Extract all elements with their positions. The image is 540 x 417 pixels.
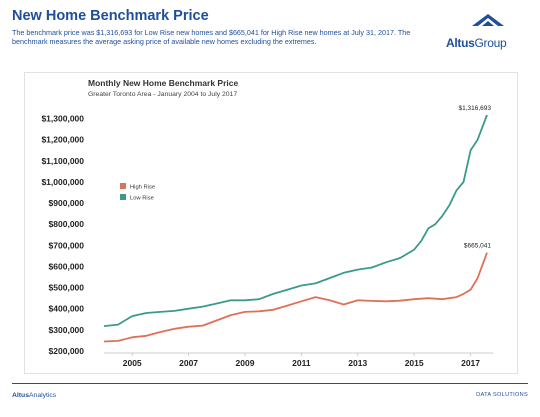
- y-tick-label: $700,000: [49, 240, 85, 250]
- x-tick-label: 2005: [123, 358, 142, 368]
- footer-divider: [12, 383, 528, 384]
- chart-title: Monthly New Home Benchmark Price: [88, 78, 239, 88]
- legend-swatch: [120, 194, 126, 200]
- chart-subtitle: Greater Toronto Area - January 2004 to J…: [88, 91, 238, 98]
- page-title: New Home Benchmark Price: [12, 8, 209, 24]
- y-tick-label: $1,300,000: [41, 114, 84, 124]
- x-axis: 2005 2007 2009 2011 2013 2015 2017: [104, 352, 493, 368]
- footer-brand: AltusAnalytics: [12, 392, 57, 399]
- altus-group-logo: AltusGroup: [446, 12, 530, 52]
- x-tick-label: 2011: [292, 358, 311, 368]
- logo-wordmark: AltusGroup: [446, 36, 507, 50]
- value-annotation: $1,316,693: [458, 105, 491, 112]
- series-lines: [103, 114, 488, 343]
- y-tick-label: $300,000: [49, 325, 85, 335]
- legend-swatch: [120, 183, 126, 189]
- legend-label: High Rise: [130, 185, 155, 191]
- x-tick-label: 2007: [179, 358, 198, 368]
- y-tick-label: $1,200,000: [41, 135, 84, 145]
- x-tick-label: 2015: [405, 358, 424, 368]
- y-tick-label: $800,000: [49, 219, 85, 229]
- y-tick-label: $600,000: [49, 261, 85, 271]
- page-description: The benchmark price was $1,316,693 for L…: [12, 28, 411, 46]
- value-annotation: $665,041: [464, 243, 491, 250]
- y-tick-label: $400,000: [49, 304, 85, 314]
- series-line-low-rise: [103, 114, 488, 327]
- x-tick-label: 2009: [236, 358, 255, 368]
- y-tick-label: $200,000: [49, 346, 85, 356]
- annotations: $1,316,693 $665,041: [458, 105, 491, 250]
- legend: High Rise Low Rise: [120, 183, 155, 202]
- y-tick-label: $1,000,000: [41, 177, 84, 187]
- y-tick-label: $500,000: [49, 283, 85, 293]
- x-tick-label: 2013: [348, 358, 367, 368]
- y-axis: $200,000 $300,000 $400,000 $500,000 $600,000…: [41, 114, 84, 356]
- y-tick-label: $900,000: [49, 198, 85, 208]
- x-tick-label: 2017: [461, 358, 480, 368]
- footer-label: DATA SOLUTIONS: [476, 392, 528, 398]
- legend-label: Low Rise: [130, 196, 154, 202]
- series-line-high-rise: [103, 252, 488, 343]
- y-tick-label: $1,100,000: [41, 156, 84, 166]
